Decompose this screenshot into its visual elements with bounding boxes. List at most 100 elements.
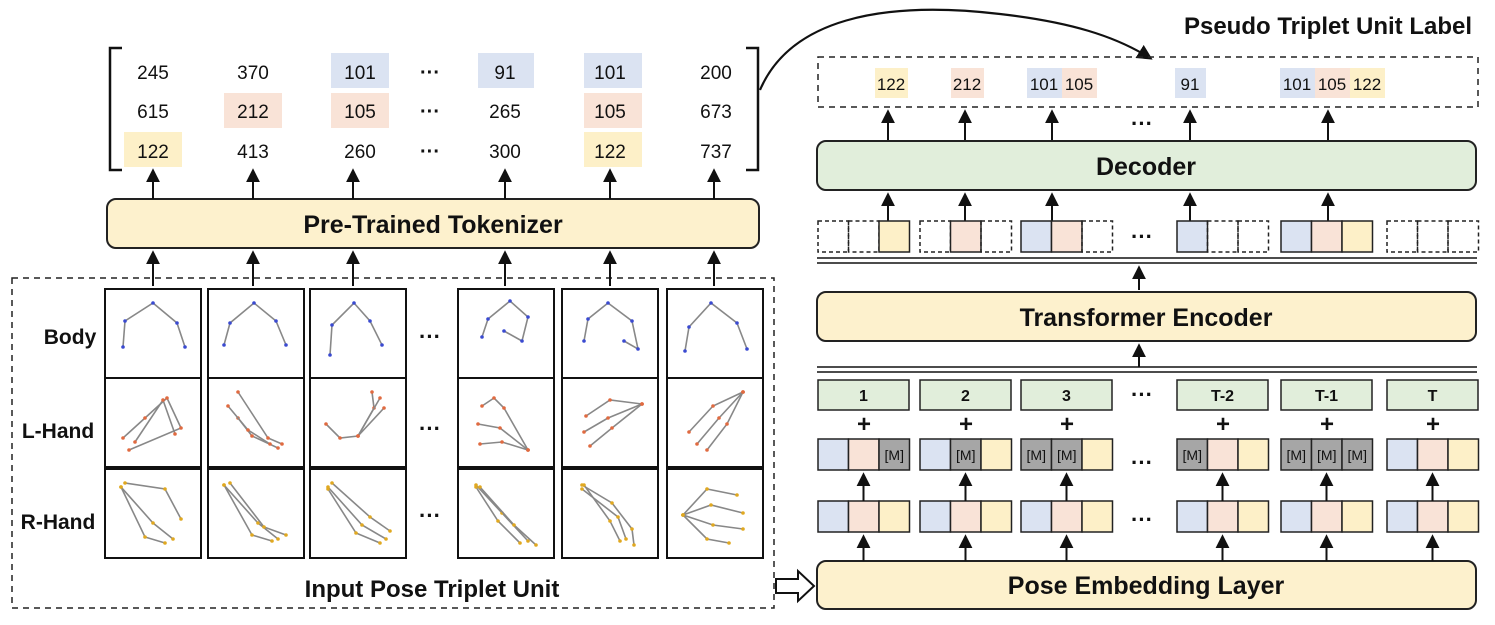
full-token-cell [817,500,850,533]
joint-dot [584,414,588,418]
separator-bottom [817,366,1477,373]
masked-cell [847,438,880,471]
pose-panel [207,288,305,379]
joint-dot [518,541,522,545]
joint-dot [745,347,749,351]
full-token-cell [949,500,982,533]
decoder-input-cell-empty [1416,220,1449,253]
right-hand-pose [580,483,636,547]
masked-cell [1416,438,1449,471]
input-to-tokenizer-arrows [146,250,721,286]
decoder-input-cell [1020,220,1053,253]
joint-dot [330,481,334,485]
masked-cell [817,438,850,471]
masked-cell [949,438,982,471]
pseudo-label-value: 105 [1065,75,1093,94]
pose-panel [207,377,305,468]
joint-dot [143,535,147,539]
joint-dot [632,543,636,547]
pose-panel [457,377,555,468]
full-token-cell [1206,500,1239,533]
joint-dot [725,422,729,426]
joint-dot [580,487,584,491]
row-label-body: Body [44,326,97,349]
position-cell [1386,379,1479,411]
pose-panel [309,468,407,559]
joint-dot [222,343,226,347]
masked-cell [1447,438,1480,471]
pose-panel [457,288,555,379]
decoder-input-cell [949,220,982,253]
position-cell [1020,379,1113,411]
joint-dot [133,440,137,444]
skeleton-line [357,407,385,437]
joint-dot [640,402,644,406]
joint-dot [705,448,709,452]
position-label: 2 [961,388,970,405]
joint-dot [171,537,175,541]
token-value: 105 [344,102,376,123]
joint-dot [478,485,482,489]
masked-cell [1081,438,1114,471]
encoder-block [816,291,1477,342]
decoder-input-cell-empty [847,220,880,253]
position-cell [1280,379,1373,411]
skeleton-line [481,299,529,343]
bottom-arrows [856,472,1440,561]
separator-top [817,257,1477,264]
token-matrix: 245 370 101 91 101 200 ··· 615 212 105 265 105 673 ··… [137,62,732,163]
joint-dot [480,335,484,339]
mask-token: [M] [956,447,975,463]
joint-dot [735,493,739,497]
pseudo-label-value: 105 [1318,75,1346,94]
position-cell [817,379,910,411]
joint-dot [582,483,586,487]
pseudo-label-box [817,56,1479,108]
right-hand-pose [681,487,745,545]
decoder-input-cell [878,220,911,253]
row-label-lhand: L-Hand [22,420,94,443]
masked-cell [1206,438,1239,471]
curved-arrow [758,8,1153,91]
position-label: 3 [1062,388,1071,405]
joint-dot [368,319,372,323]
joint-dot [236,390,240,394]
joint-dot [476,422,480,426]
joint-dot [526,539,530,543]
encoder-label: Transformer Encoder [1020,304,1273,332]
full-token-cell [1447,500,1480,533]
joint-dot [252,301,256,305]
right-hand-pose [326,481,392,545]
decoder-input-cell-empty [1386,220,1419,253]
full-token-cell [1050,500,1083,533]
token-value: 212 [237,102,269,123]
plus-sign: + [1426,411,1440,438]
mask-token: [M] [1317,447,1336,463]
ellipsis-body: ··· [419,324,441,349]
position-cell [1176,379,1269,411]
joint-dot [356,434,360,438]
body-pose [582,301,640,351]
joint-dot [165,396,169,400]
pose-panel [309,377,407,468]
pseudo-label-value: 122 [1353,75,1381,94]
full-token-cell [980,500,1013,533]
joint-dot [711,523,715,527]
joint-dot [606,301,610,305]
token-value: 615 [137,102,169,123]
joint-dot [606,416,610,420]
joint-dot [622,339,626,343]
token-value: 101 [594,63,626,84]
body-pose [121,301,187,349]
joint-dot [270,539,274,543]
input-container [11,277,775,609]
body-pose [480,299,530,343]
ellipsis-decoder-groups: ··· [1131,224,1153,249]
joint-dot [586,317,590,321]
joint-dot [328,353,332,357]
decoder-input-cell [1176,220,1209,253]
full-token-cell [1341,500,1374,533]
joint-dot [330,323,334,327]
joint-dot [354,531,358,535]
decoder-block [816,140,1477,191]
